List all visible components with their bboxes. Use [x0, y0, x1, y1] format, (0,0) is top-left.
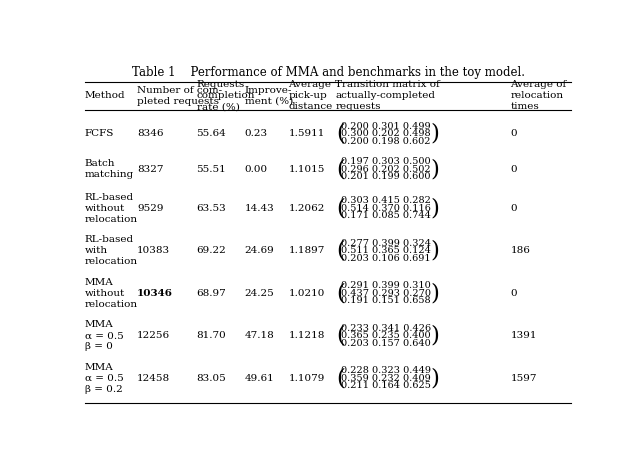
Text: 0.201 0.199 0.600: 0.201 0.199 0.600 — [341, 172, 431, 181]
Text: 0.197 0.303 0.500: 0.197 0.303 0.500 — [341, 157, 431, 166]
Text: (: ( — [336, 282, 345, 304]
Text: 0.511 0.365 0.124: 0.511 0.365 0.124 — [341, 246, 431, 255]
Text: Method: Method — [85, 91, 125, 100]
Text: 1391: 1391 — [511, 331, 537, 340]
Text: 63.53: 63.53 — [196, 204, 227, 213]
Text: 12458: 12458 — [137, 374, 170, 383]
Text: ): ) — [431, 325, 440, 347]
Text: 0.303 0.415 0.282: 0.303 0.415 0.282 — [341, 196, 431, 205]
Text: Number of com-
pleted requests: Number of com- pleted requests — [137, 86, 222, 106]
Text: RL-based
with
relocation: RL-based with relocation — [85, 235, 138, 266]
Text: 55.51: 55.51 — [196, 165, 227, 174]
Text: 1.1218: 1.1218 — [288, 331, 324, 340]
Text: FCFS: FCFS — [85, 129, 115, 138]
Text: 0.233 0.341 0.426: 0.233 0.341 0.426 — [341, 324, 431, 333]
Text: ): ) — [431, 158, 440, 180]
Text: 0.300 0.202 0.498: 0.300 0.202 0.498 — [341, 129, 431, 138]
Text: 69.22: 69.22 — [196, 246, 227, 255]
Text: 1.2062: 1.2062 — [288, 204, 324, 213]
Text: Transition matrix of
actually-completed
requests: Transition matrix of actually-completed … — [335, 80, 440, 112]
Text: 0.437 0.293 0.270: 0.437 0.293 0.270 — [341, 289, 431, 298]
Text: 12256: 12256 — [137, 331, 170, 340]
Text: Batch
matching: Batch matching — [85, 159, 134, 179]
Text: 0.200 0.198 0.602: 0.200 0.198 0.602 — [341, 136, 431, 146]
Text: 81.70: 81.70 — [196, 331, 227, 340]
Text: 0.277 0.399 0.324: 0.277 0.399 0.324 — [341, 239, 431, 248]
Text: ): ) — [431, 367, 440, 389]
Text: 0.203 0.106 0.691: 0.203 0.106 0.691 — [341, 254, 431, 263]
Text: 83.05: 83.05 — [196, 374, 227, 383]
Text: 0.365 0.235 0.400: 0.365 0.235 0.400 — [341, 331, 431, 340]
Text: 10346: 10346 — [137, 289, 173, 298]
Text: 1.0210: 1.0210 — [288, 289, 324, 298]
Text: 1597: 1597 — [511, 374, 537, 383]
Text: 0.228 0.323 0.449: 0.228 0.323 0.449 — [341, 366, 431, 375]
Text: MMA
α = 0.5
β = 0.2: MMA α = 0.5 β = 0.2 — [85, 363, 124, 394]
Text: 0.211 0.164 0.625: 0.211 0.164 0.625 — [341, 381, 431, 390]
Text: (: ( — [336, 240, 345, 262]
Text: 14.43: 14.43 — [244, 204, 275, 213]
Text: (: ( — [336, 158, 345, 180]
Text: 8327: 8327 — [137, 165, 164, 174]
Text: 55.64: 55.64 — [196, 129, 227, 138]
Text: 24.25: 24.25 — [244, 289, 275, 298]
Text: 1.1897: 1.1897 — [288, 246, 324, 255]
Text: 0.203 0.157 0.640: 0.203 0.157 0.640 — [341, 339, 431, 348]
Text: ): ) — [431, 123, 440, 145]
Text: MMA
without
relocation: MMA without relocation — [85, 278, 138, 309]
Text: (: ( — [336, 197, 345, 219]
Text: 1.5911: 1.5911 — [288, 129, 324, 138]
Text: Table 1    Performance of MMA and benchmarks in the toy model.: Table 1 Performance of MMA and benchmark… — [131, 66, 525, 78]
Text: 0.00: 0.00 — [244, 165, 268, 174]
Text: 0.23: 0.23 — [244, 129, 268, 138]
Text: ): ) — [431, 282, 440, 304]
Text: 8346: 8346 — [137, 129, 164, 138]
Text: 49.61: 49.61 — [244, 374, 275, 383]
Text: 9529: 9529 — [137, 204, 164, 213]
Text: (: ( — [336, 367, 345, 389]
Text: 0.291 0.399 0.310: 0.291 0.399 0.310 — [341, 281, 431, 291]
Text: 10383: 10383 — [137, 246, 170, 255]
Text: RL-based
without
relocation: RL-based without relocation — [85, 192, 138, 224]
Text: 1.1015: 1.1015 — [288, 165, 324, 174]
Text: 0: 0 — [511, 289, 517, 298]
Text: MMA
α = 0.5
β = 0: MMA α = 0.5 β = 0 — [85, 320, 124, 352]
Text: Average of
relocation
times: Average of relocation times — [511, 80, 567, 112]
Text: 186: 186 — [511, 246, 531, 255]
Text: 0.514 0.370 0.116: 0.514 0.370 0.116 — [341, 204, 431, 213]
Text: 0: 0 — [511, 165, 517, 174]
Text: 0.200 0.301 0.499: 0.200 0.301 0.499 — [341, 122, 431, 131]
Text: Requests
completion
rate (%): Requests completion rate (%) — [196, 80, 255, 112]
Text: 68.97: 68.97 — [196, 289, 227, 298]
Text: (: ( — [336, 123, 345, 145]
Text: 24.69: 24.69 — [244, 246, 275, 255]
Text: 0.359 0.232 0.409: 0.359 0.232 0.409 — [341, 374, 431, 383]
Text: 0.191 0.151 0.658: 0.191 0.151 0.658 — [341, 296, 431, 305]
Text: ): ) — [431, 197, 440, 219]
Text: 0: 0 — [511, 129, 517, 138]
Text: (: ( — [336, 325, 345, 347]
Text: 1.1079: 1.1079 — [288, 374, 324, 383]
Text: 0.171 0.085 0.744: 0.171 0.085 0.744 — [341, 211, 431, 220]
Text: 47.18: 47.18 — [244, 331, 275, 340]
Text: 0: 0 — [511, 204, 517, 213]
Text: ): ) — [431, 240, 440, 262]
Text: Improve-
ment (%): Improve- ment (%) — [244, 86, 293, 106]
Text: 0.296 0.202 0.502: 0.296 0.202 0.502 — [341, 165, 431, 174]
Text: Average
pick-up
distance: Average pick-up distance — [288, 80, 333, 112]
